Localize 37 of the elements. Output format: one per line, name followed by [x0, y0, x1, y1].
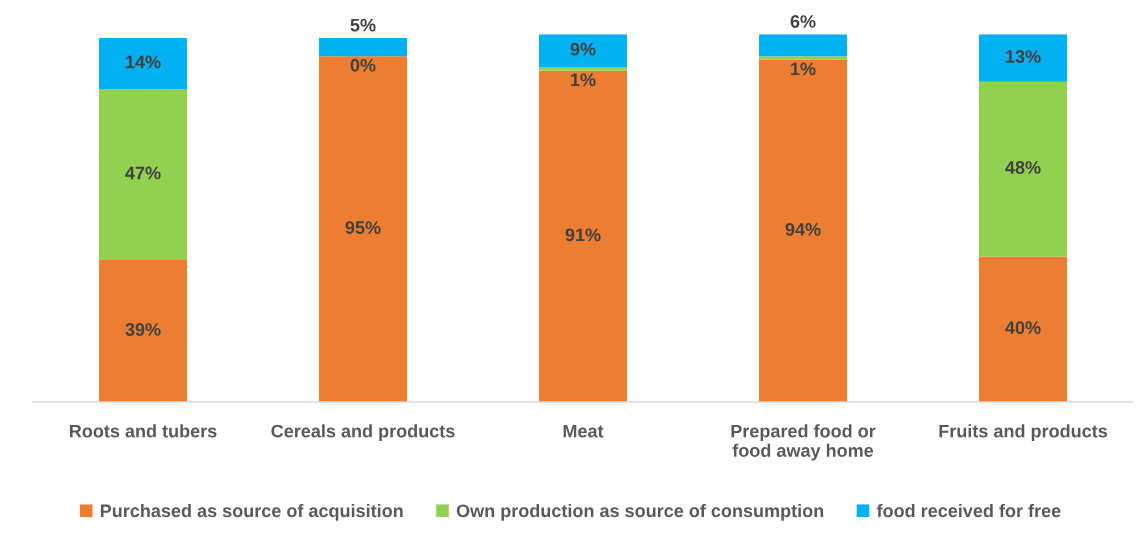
bar [539, 67, 627, 71]
data-label: 13% [1006, 50, 1041, 63]
bar [759, 56, 847, 60]
legend-label: Purchased as source of acquisition [100, 503, 403, 521]
data-label: 1% [571, 73, 596, 87]
data-label: 91% [565, 228, 601, 242]
data-label: 14% [126, 55, 161, 69]
data-label: 1% [791, 62, 816, 76]
x-tick-label: Prepared food or food away home [731, 424, 876, 461]
bar [979, 34, 1067, 82]
legend-label: food received for free [876, 503, 1061, 518]
bar [99, 260, 187, 402]
data-label: 48% [1005, 161, 1041, 174]
data-label: 39% [125, 323, 161, 336]
bar [539, 70, 627, 402]
x-tick-label: Roots and tubers [69, 424, 217, 438]
data-label: 94% [785, 222, 821, 236]
x-tick-label: Meat [563, 424, 604, 438]
x-tick-label: Cereals and products [271, 424, 455, 442]
data-label: 5% [350, 18, 376, 32]
bar [319, 38, 407, 57]
data-label: 95% [345, 221, 381, 234]
data-label: 40% [1005, 321, 1041, 335]
bar [759, 34, 847, 57]
data-label: 6% [790, 15, 816, 28]
bar [759, 59, 847, 402]
bar [99, 88, 187, 261]
bar [979, 256, 1067, 402]
bar [539, 34, 627, 68]
bar [99, 38, 187, 89]
x-tick-label: Fruits and products [939, 424, 1108, 442]
bar [319, 56, 407, 402]
data-label: 47% [125, 166, 161, 180]
data-label: 9% [570, 42, 596, 56]
bar [979, 81, 1067, 257]
legend-label: Own production as source of consumption [456, 503, 824, 521]
data-label: 0% [350, 58, 376, 72]
